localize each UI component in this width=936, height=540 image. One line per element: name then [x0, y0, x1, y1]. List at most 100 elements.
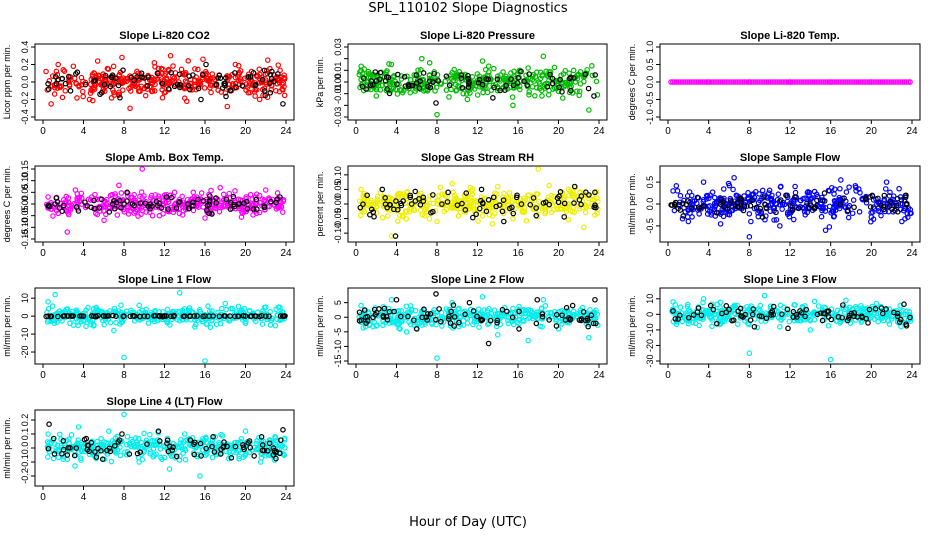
data-point-black: [190, 202, 197, 209]
data-point-black: [417, 201, 424, 208]
data-point: [141, 430, 147, 437]
data-point-black: [66, 73, 72, 80]
data-point: [361, 66, 368, 72]
data-point-black: [569, 302, 576, 309]
data-point: [879, 79, 886, 85]
data-point-black: [356, 309, 363, 316]
data-point-black: [568, 87, 574, 94]
data-point-black: [747, 317, 754, 323]
data-point: [257, 200, 263, 206]
data-point: [881, 197, 887, 204]
data-point-black: [446, 313, 452, 320]
y-tick-label: -0.10: [20, 217, 30, 238]
data-point: [227, 452, 234, 458]
data-point: [121, 354, 127, 361]
data-point: [123, 308, 130, 315]
data-point: [79, 88, 86, 95]
data-point-black: [203, 61, 209, 68]
data-point: [509, 94, 516, 100]
data-point: [798, 79, 805, 85]
data-point: [212, 433, 218, 440]
data-point-black: [670, 308, 676, 314]
data-point-black: [401, 74, 408, 80]
data-point: [49, 73, 56, 79]
data-point: [882, 186, 889, 192]
panel-title: Slope Amb. Box Temp.: [105, 152, 224, 164]
x-tick-label: 12: [784, 126, 796, 137]
data-point: [479, 311, 486, 318]
x-tick-label: 16: [825, 370, 837, 381]
data-point-black: [373, 78, 380, 84]
data-point-black: [837, 201, 844, 208]
data-point: [486, 212, 493, 218]
data-point: [135, 435, 142, 442]
data-point: [784, 79, 790, 85]
data-point: [239, 209, 245, 215]
data-point: [494, 183, 501, 190]
data-point-black: [264, 447, 271, 454]
x-tick-label: 8: [121, 248, 127, 259]
data-point-black: [259, 447, 266, 454]
data-point: [775, 191, 782, 197]
data-point: [181, 431, 188, 437]
data-point: [431, 69, 438, 75]
data-point-black: [253, 196, 260, 203]
data-point-black: [466, 299, 473, 306]
data-point: [789, 79, 796, 85]
data-point-black: [508, 76, 514, 83]
data-point: [740, 306, 746, 312]
data-point-black: [383, 313, 390, 320]
data-point-black: [768, 312, 774, 318]
x-tick-label: 20: [553, 126, 565, 137]
data-point: [154, 76, 161, 82]
data-point: [61, 196, 67, 203]
data-point: [767, 79, 774, 85]
data-point: [492, 210, 498, 217]
data-point: [358, 186, 364, 193]
x-tick-label: 24: [280, 126, 292, 137]
data-point: [46, 448, 53, 455]
data-point: [693, 79, 700, 85]
y-tick-label: 0.01: [333, 62, 343, 80]
data-point: [209, 441, 216, 448]
data-point-black: [67, 88, 74, 94]
data-point-black: [357, 204, 364, 211]
data-point: [209, 454, 216, 461]
data-point: [167, 322, 173, 328]
data-point-black: [851, 313, 857, 320]
data-point-black: [592, 72, 598, 78]
data-point: [66, 76, 72, 83]
panel-8: Slope Line 2 Flow ml/min per min. 0 4 8 12 16 2…: [315, 274, 608, 381]
panel-title: Slope Line 4 (LT) Flow: [107, 396, 223, 408]
data-point: [142, 310, 148, 316]
panel-title: Slope Li-820 Temp.: [740, 30, 839, 42]
data-point-black: [130, 312, 136, 319]
y-tick-label: 0.1: [20, 428, 30, 441]
data-point-black: [462, 207, 469, 213]
data-point: [182, 447, 189, 454]
data-point: [570, 308, 577, 315]
data-point: [77, 455, 84, 461]
data-point-black: [154, 70, 161, 77]
data-point: [141, 449, 147, 455]
data-point: [367, 71, 373, 77]
data-point-black: [211, 449, 218, 455]
data-point: [859, 79, 865, 85]
data-point: [379, 214, 386, 221]
data-point-black: [438, 318, 444, 325]
data-point-black: [206, 210, 212, 217]
data-point: [385, 213, 391, 219]
data-point: [118, 190, 125, 196]
data-point-black: [232, 70, 238, 76]
data-point-black: [903, 201, 910, 208]
data-point-black: [730, 317, 737, 323]
data-point: [384, 202, 390, 209]
data-point-black: [221, 82, 228, 89]
data-point-black: [107, 83, 114, 90]
data-point: [122, 449, 128, 455]
data-point-black: [424, 317, 431, 323]
data-point: [498, 207, 505, 214]
data-point-black: [533, 212, 540, 219]
data-point: [850, 197, 857, 203]
data-point: [72, 463, 78, 469]
